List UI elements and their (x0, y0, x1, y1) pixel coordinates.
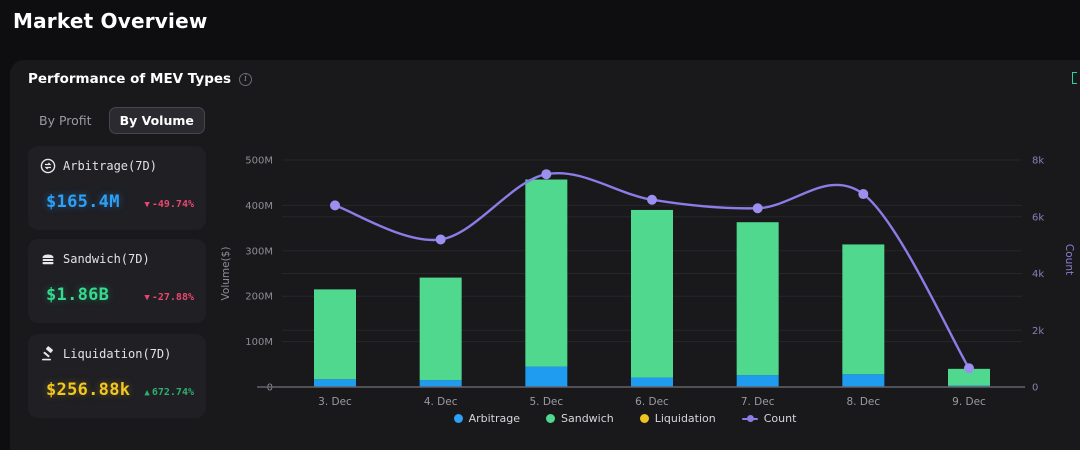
mev-chart: 500M 400M 300M 200M 100M 0 8k 6k 4k 2k 0 Volume($) C… (215, 145, 1080, 425)
bar-segment-sandwich[interactable] (631, 209, 673, 378)
legend-label: Arbitrage (468, 412, 520, 425)
stat-card-arbitrage: Arbitrage(7D) $165.4M ▼ -49.74% (28, 146, 206, 230)
count-point[interactable] (541, 169, 552, 180)
stat-card-value: $1.86B (46, 285, 110, 305)
liquidation-legend-marker (639, 414, 649, 423)
down-arrow-icon: ▼ (144, 293, 150, 303)
count-point[interactable] (435, 234, 446, 245)
stat-card-label: Arbitrage(7D) (63, 159, 157, 173)
legend-item-sandwich[interactable]: Sandwich (546, 412, 614, 425)
right-axis-tick: 8k (1032, 156, 1044, 167)
count-point[interactable] (964, 363, 974, 374)
stat-card-liquidation: Liquidation(7D) $256.88k ▲ 672.74% (28, 334, 206, 418)
left-axis-tick: 200M (245, 292, 273, 303)
mev-chart-svg: 500M 400M 300M 200M 100M 0 8k 6k 4k 2k 0 Volume($) C… (220, 156, 1075, 409)
left-axis-tick: 500M (245, 156, 273, 167)
x-axis-label: 5. Dec (529, 396, 563, 408)
bar-segment-sandwich[interactable] (736, 222, 779, 376)
down-arrow-icon: ▼ (144, 200, 150, 210)
stat-card-change: ▼ -49.74% (144, 199, 194, 210)
count-point[interactable] (858, 189, 869, 200)
bar-segment-arbitrage[interactable] (314, 379, 356, 387)
tab-by-profit[interactable]: By Profit (39, 113, 92, 128)
count-point[interactable] (330, 200, 340, 211)
view-tabs: By Profit By Volume (28, 107, 205, 134)
stat-card-label: Liquidation(7D) (63, 347, 172, 361)
x-axis-label: 3. Dec (318, 396, 352, 408)
right-axis-tick: 4k (1032, 269, 1044, 280)
mev-types-panel: Performance of MEV Types i By Profit By … (10, 60, 1080, 450)
stat-card-value: $256.88k (46, 380, 131, 400)
left-axis-tick: 100M (245, 337, 273, 348)
x-axis-label: 9. Dec (952, 396, 986, 408)
x-axis-label: 6. Dec (635, 396, 669, 408)
bar-segment-sandwich[interactable] (842, 244, 885, 375)
legend-item-count[interactable]: Count (741, 412, 797, 425)
bar-segment-arbitrage[interactable] (525, 366, 568, 387)
left-axis-tick: 0 (267, 383, 273, 394)
left-axis-tick: 400M (245, 201, 273, 212)
liquidation-gavel-icon (42, 346, 53, 361)
arbitrage-legend-marker (453, 414, 463, 423)
count-legend-marker (741, 415, 758, 422)
legend-item-liquidation[interactable]: Liquidation (639, 412, 716, 425)
page-title: Market Overview (13, 9, 208, 33)
bar-segment-arbitrage[interactable] (631, 377, 673, 387)
panel-title: Performance of MEV Types (28, 71, 232, 87)
stat-cards: Arbitrage(7D) $165.4M ▼ -49.74% Sandwich(… (28, 146, 206, 427)
left-axis-tick: 300M (245, 246, 273, 257)
stat-card-sandwich: Sandwich(7D) $1.86B ▼ -27.88% (28, 239, 206, 323)
up-arrow-icon: ▲ (144, 388, 150, 398)
left-axis-title: Volume($) (220, 247, 232, 301)
info-icon[interactable]: i (239, 72, 253, 86)
bar-segment-arbitrage[interactable] (419, 380, 462, 387)
sandwich-legend-marker (546, 414, 555, 423)
stat-card-change: ▼ -27.88% (144, 292, 194, 303)
bar-segment-arbitrage[interactable] (736, 375, 779, 387)
expand-icon[interactable] (1072, 70, 1080, 84)
tab-by-volume[interactable]: By Volume (108, 107, 205, 134)
bar-segment-sandwich[interactable] (525, 179, 568, 367)
x-axis-label: 4. Dec (424, 396, 458, 408)
right-axis-tick: 0 (1032, 383, 1038, 394)
legend-item-arbitrage[interactable]: Arbitrage (453, 412, 520, 425)
legend-label: Count (763, 412, 797, 425)
legend-label: Sandwich (561, 412, 614, 425)
right-axis-title: Count (1063, 244, 1075, 275)
stat-card-change: ▲ 672.74% (144, 387, 194, 398)
x-axis-label: 8. Dec (846, 396, 880, 408)
right-axis-tick: 6k (1032, 212, 1044, 223)
arbitrage-icon (40, 158, 56, 174)
x-axis-label: 7. Dec (741, 396, 775, 408)
sandwich-icon (42, 254, 54, 265)
count-point[interactable] (647, 194, 657, 205)
bar-segment-arbitrage[interactable] (842, 374, 885, 387)
bar-segment-sandwich[interactable] (419, 277, 462, 381)
stat-card-label: Sandwich(7D) (63, 252, 150, 266)
count-point[interactable] (752, 203, 763, 214)
right-axis-tick: 2k (1032, 326, 1044, 337)
bar-segment-sandwich[interactable] (314, 289, 356, 380)
legend-label: Liquidation (654, 412, 716, 425)
stat-card-value: $165.4M (46, 192, 120, 212)
bar-segment-sandwich[interactable] (948, 368, 990, 386)
chart-legend: Arbitrage Sandwich Liquidation Count (215, 412, 1035, 425)
